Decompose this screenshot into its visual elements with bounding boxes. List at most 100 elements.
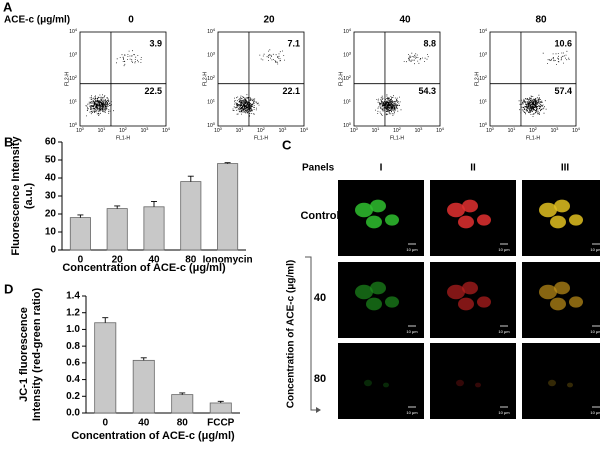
error-bar <box>102 317 109 323</box>
tick-base: 10 <box>69 53 75 59</box>
tick-base: 10 <box>69 100 75 106</box>
x-tick-label: 104 <box>162 126 171 134</box>
y-tick-label: 102 <box>479 74 488 82</box>
event-dots <box>518 50 570 117</box>
scale-bar-label: 10 μm <box>498 247 510 252</box>
tick-base: 10 <box>572 128 578 134</box>
y-tick-label: 40 <box>45 173 57 184</box>
cell <box>569 296 583 308</box>
tick-exponent: 4 <box>168 126 171 131</box>
tick-exponent: 3 <box>485 51 488 56</box>
error-bar <box>224 162 231 164</box>
upper-right-percent: 10.6 <box>554 38 572 48</box>
tick-base: 10 <box>479 53 485 59</box>
cell <box>554 199 570 213</box>
arrow-head <box>316 407 321 413</box>
tick-exponent: 4 <box>75 27 78 32</box>
x-tick-label: 101 <box>236 126 245 134</box>
x-tick-label: 101 <box>98 126 107 134</box>
lower-right-percent: 22.1 <box>282 86 300 96</box>
micrograph <box>430 262 516 338</box>
tick-base: 10 <box>207 29 213 35</box>
lower-right-percent: 57.4 <box>554 86 572 96</box>
y-tick-label: 1.4 <box>66 291 80 302</box>
cell <box>458 215 474 229</box>
tick-exponent: 2 <box>125 126 128 131</box>
y-tick-label: 100 <box>343 121 352 129</box>
cell <box>447 284 465 300</box>
tick-base: 10 <box>393 128 399 134</box>
error-bar <box>140 357 147 361</box>
tick-base: 10 <box>119 128 125 134</box>
y-tick-label: 103 <box>207 51 216 59</box>
bar <box>94 322 117 414</box>
lower-right-percent: 22.5 <box>144 86 162 96</box>
tick-base: 10 <box>69 29 75 35</box>
x-tick-label: 102 <box>257 126 266 134</box>
micrograph <box>430 180 516 256</box>
tick-exponent: 2 <box>399 126 402 131</box>
error-bar <box>187 175 194 182</box>
panel-label: D <box>4 281 13 296</box>
tick-base: 10 <box>279 128 285 134</box>
tick-exponent: 0 <box>492 126 495 131</box>
y-tick-label: 103 <box>343 51 352 59</box>
x-tick-label: FCCP <box>207 418 235 429</box>
tick-base: 10 <box>76 128 82 134</box>
row-axis-arrow <box>305 256 320 411</box>
tick-exponent: 0 <box>82 126 85 131</box>
cell <box>366 215 382 229</box>
tick-exponent: 3 <box>556 126 559 131</box>
plot-frame <box>489 31 577 127</box>
tick-exponent: 2 <box>485 74 488 79</box>
tick-base: 10 <box>479 100 485 106</box>
x-tick-label: 100 <box>76 126 85 134</box>
y-tick-label: 1.0 <box>66 324 80 335</box>
tick-base: 10 <box>479 123 485 129</box>
scale-bar-label: 10 μm <box>406 410 418 415</box>
cell <box>456 379 464 387</box>
panel-label: C <box>282 137 292 152</box>
scale-bar-label: 10 μm <box>590 329 600 334</box>
cell <box>370 281 386 295</box>
bar <box>171 394 194 414</box>
y-tick-label: 30 <box>45 191 57 202</box>
tick-base: 10 <box>236 128 242 134</box>
tick-base: 10 <box>372 128 378 134</box>
error-bar <box>77 214 84 218</box>
tick-base: 10 <box>343 29 349 35</box>
y-axis-label: (a.u.) <box>23 183 35 210</box>
cell <box>458 297 474 311</box>
y-tick-label: 102 <box>69 74 78 82</box>
error-bar <box>114 205 121 209</box>
y-axis-label: Fluorescence Intensity <box>10 136 22 256</box>
x-tick-label: 100 <box>486 126 495 134</box>
cell <box>477 296 491 308</box>
y-tick-label: 0.6 <box>66 357 80 368</box>
cell <box>383 382 389 388</box>
x-tick-label: 103 <box>279 126 288 134</box>
tick-exponent: 4 <box>485 27 488 32</box>
cell <box>550 215 566 229</box>
tick-exponent: 1 <box>103 126 106 131</box>
y-tick-label: 20 <box>45 209 57 220</box>
tick-base: 10 <box>98 128 104 134</box>
bar <box>209 402 232 414</box>
y-axis-label: JC-1 fluorescence <box>18 307 30 402</box>
tick-base: 10 <box>486 128 492 134</box>
dose-label: 0 <box>128 15 134 26</box>
error-bar <box>151 200 157 207</box>
y-axis-label: Intensity (red-green ratio) <box>31 288 43 422</box>
cell <box>370 199 386 213</box>
tick-base: 10 <box>479 76 485 82</box>
tick-exponent: 2 <box>535 126 538 131</box>
tick-base: 10 <box>207 123 213 129</box>
x-tick-label: 80 <box>185 255 197 266</box>
cell <box>539 284 557 300</box>
plot-frame <box>217 31 305 127</box>
y-tick-label: 104 <box>69 27 78 35</box>
panel-label: B <box>4 134 13 149</box>
y-tick-label: 100 <box>207 121 216 129</box>
tick-base: 10 <box>343 123 349 129</box>
tick-base: 10 <box>207 76 213 82</box>
